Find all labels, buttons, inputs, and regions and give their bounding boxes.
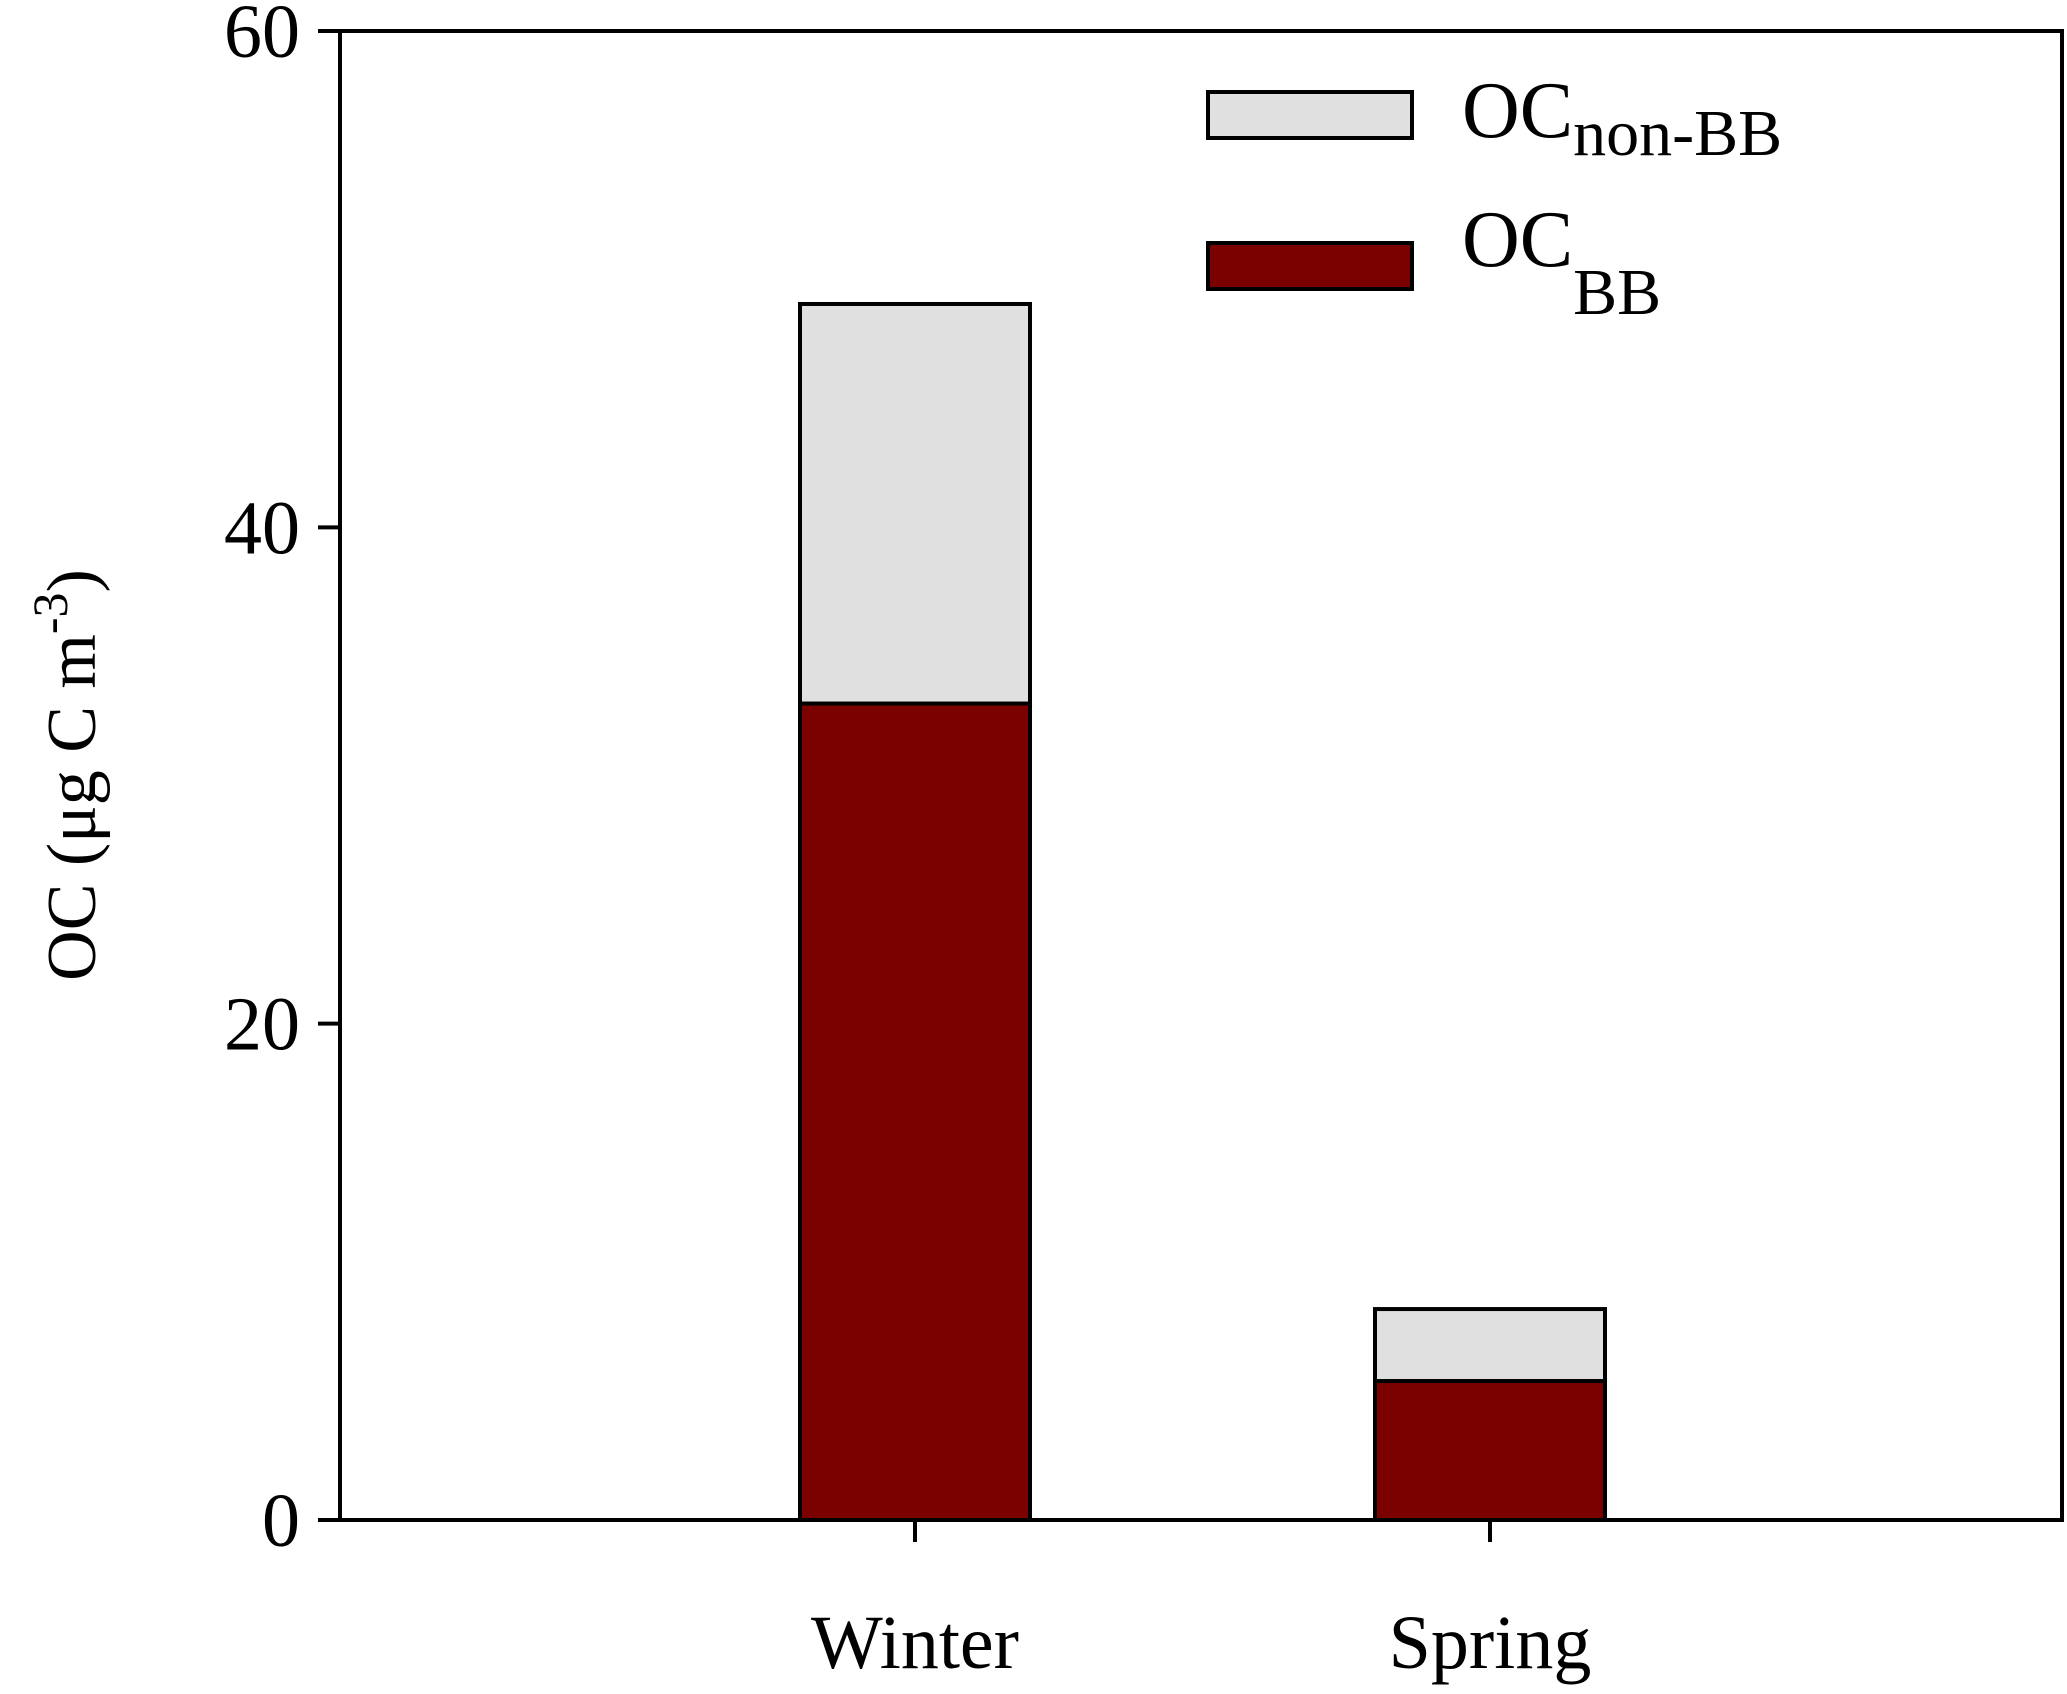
bar-spring-bb <box>1373 1379 1607 1522</box>
y-axis-title-superscript: -3 <box>22 592 78 634</box>
legend-swatch-non-bb <box>1206 90 1414 140</box>
y-axis-title-prefix: OC (μg C m <box>34 634 111 981</box>
y-tick-label-60: 60 <box>224 0 300 74</box>
legend-label-bb: OCBB <box>1462 196 1661 329</box>
x-tick-label-winter: Winter <box>811 1601 1019 1685</box>
legend-label-non-bb-main: OC <box>1462 67 1573 155</box>
legend-label-bb-sub: BB <box>1573 256 1661 329</box>
y-tick-label-0: 0 <box>262 1479 300 1563</box>
legend-label-bb-main: OC <box>1462 196 1573 284</box>
bar-winter-non-bb <box>798 301 1032 706</box>
y-axis-title: OC (μg C m-3) <box>22 569 111 981</box>
legend-label-non-bb-sub: non-BB <box>1573 97 1782 170</box>
legend: OCnon-BB OCBB <box>1206 67 1782 329</box>
legend-swatch-bb <box>1206 241 1414 291</box>
bar-winter-bb <box>798 701 1032 1522</box>
y-tick-label-40: 40 <box>224 486 300 570</box>
plot-frame <box>338 29 2064 1522</box>
y-axis-title-suffix: ) <box>34 569 111 592</box>
bars-layer <box>798 301 1607 1522</box>
x-tick-label-spring: Spring <box>1389 1601 1592 1685</box>
y-tick-label-20: 20 <box>224 983 300 1067</box>
bar-spring-non-bb <box>1373 1307 1607 1384</box>
axis-layer: 0 20 40 60 Winter Spring <box>224 0 1591 1685</box>
legend-label-non-bb: OCnon-BB <box>1462 67 1782 170</box>
